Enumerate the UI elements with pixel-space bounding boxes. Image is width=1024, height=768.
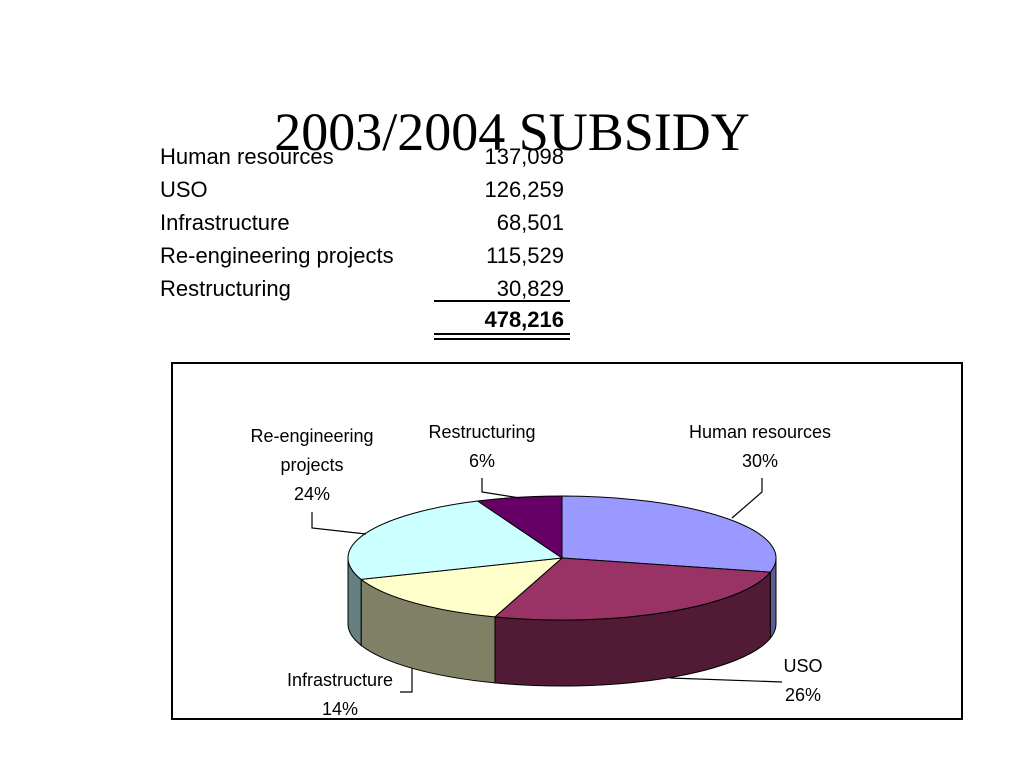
- pie-slice: [561, 495, 777, 573]
- pie-slice-label: Restructuring: [428, 422, 535, 442]
- pie-slice-label: 24%: [294, 484, 330, 504]
- pie-slice-label: Human resources: [689, 422, 831, 442]
- label-leader-line: [400, 668, 413, 693]
- table-row: USO 126,259: [160, 173, 570, 206]
- row-label: Infrastructure: [160, 210, 290, 235]
- row-value: 115,529: [486, 243, 564, 268]
- pie-slice-label: 30%: [742, 451, 778, 471]
- table-row: Re-engineering projects 115,529: [160, 239, 570, 272]
- row-label: Restructuring: [160, 276, 291, 301]
- total-double-rule-bottom: [434, 338, 570, 340]
- row-value: 126,259: [484, 177, 564, 202]
- row-value: 68,501: [496, 210, 564, 235]
- pie-slice-label: projects: [280, 455, 343, 475]
- row-label: USO: [160, 177, 208, 202]
- row-label: Human resources: [160, 144, 334, 169]
- label-leader-line: [731, 478, 763, 519]
- subtotal-rule: [434, 300, 570, 302]
- label-leader-line: [669, 677, 783, 683]
- table-row: Infrastructure 68,501: [160, 206, 570, 239]
- label-leader-line: [311, 512, 367, 535]
- chart-frame: [171, 362, 963, 720]
- total-value: 478,216: [484, 307, 564, 332]
- row-label: Re-engineering projects: [160, 243, 394, 268]
- pie-slice-label: 6%: [469, 451, 495, 471]
- pie-slice-label: 14%: [322, 699, 358, 719]
- pie-slice: [493, 557, 772, 621]
- pie-slice-label: Re-engineering: [250, 426, 373, 446]
- total-double-rule-top: [434, 333, 570, 335]
- table-row: Human resources 137,098: [160, 140, 570, 173]
- pie-slice-label: 26%: [785, 685, 821, 705]
- pie-slice: [359, 557, 564, 618]
- table-row: Restructuring 30,829: [160, 272, 570, 305]
- row-value: 137,098: [484, 144, 564, 169]
- label-leader-line: [481, 478, 521, 499]
- row-value: 30,829: [496, 276, 564, 301]
- pie-slice-label: Infrastructure: [287, 670, 393, 690]
- subsidy-table: Human resources 137,098 USO 126,259 Infr…: [160, 140, 570, 305]
- page-title: 2003/2004 SUBSIDY: [274, 102, 750, 162]
- pie-slice-label: USO: [783, 656, 822, 676]
